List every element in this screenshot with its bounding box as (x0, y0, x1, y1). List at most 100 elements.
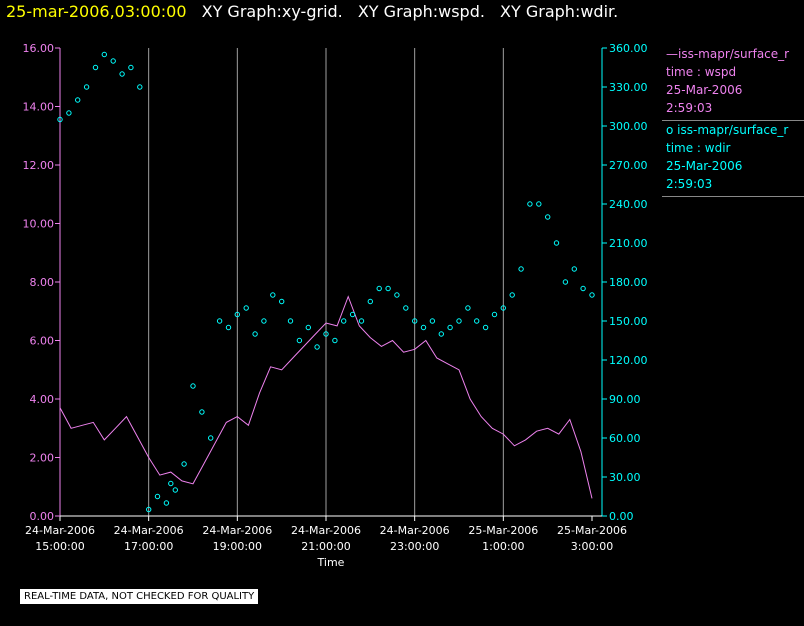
right-tick-label: 150.00 (609, 315, 648, 328)
legend-wdir-marker: o (666, 123, 674, 137)
wdir-point (456, 318, 462, 324)
legend-wspd-date: 25-Mar-2006 (666, 83, 743, 97)
wdir-point (323, 331, 329, 337)
wdir-point (199, 409, 205, 415)
x-tick-label-date: 24-Mar-2006 (25, 524, 95, 537)
wdir-point (527, 201, 533, 207)
wdir-point (482, 324, 489, 331)
wdir-point (562, 279, 569, 285)
wdir-point (101, 51, 108, 58)
x-tick-label-time: 19:00:00 (213, 540, 262, 553)
wspd-line (59, 295, 593, 499)
left-tick-label: 12.00 (23, 159, 55, 172)
left-tick-label: 8.00 (30, 276, 55, 289)
wdir-point (580, 285, 586, 292)
wdir-point (376, 285, 382, 292)
legend-entry-wspd: —iss-mapr/surface_r time : wspd 25-Mar-2… (662, 45, 804, 121)
wdir-point (154, 493, 161, 500)
wdir-point (500, 305, 506, 311)
wdir-point (509, 292, 515, 298)
legend-wspd-marker: — (666, 47, 678, 61)
wdir-point (57, 116, 63, 123)
x-tick-label-date: 24-Mar-2006 (114, 524, 184, 537)
wdir-point (66, 110, 72, 116)
right-tick-label: 0.00 (609, 510, 634, 523)
wdir-point (75, 97, 81, 103)
wdir-point (545, 214, 551, 220)
wdir-point (208, 435, 214, 441)
vertical-grid (148, 48, 504, 516)
wdir-point (394, 292, 400, 298)
wspd-series (59, 295, 593, 499)
x-tick-label-date: 24-Mar-2006 (291, 524, 361, 537)
wdir-point (412, 318, 418, 324)
wdir-point (305, 324, 311, 331)
right-tick-label: 360.00 (609, 42, 648, 55)
wdir-point (571, 266, 577, 272)
title-graph-1: XY Graph:xy-grid. (201, 2, 343, 21)
right-tick-label: 90.00 (609, 393, 641, 406)
wdir-point (225, 324, 232, 331)
left-tick-label: 16.00 (23, 42, 55, 55)
wdir-point (589, 292, 595, 298)
wdir-point (146, 506, 152, 513)
left-tick-label: 10.00 (23, 218, 55, 231)
x-tick-label-date: 25-Mar-2006 (557, 524, 627, 537)
wdir-point (429, 318, 436, 324)
title-timestamp: 25-mar-2006,03:00:00 (6, 2, 187, 21)
wdir-point (341, 318, 347, 324)
wdir-point (349, 311, 356, 318)
legend-entry-wdir: o iss-mapr/surface_r time : wdir 25-Mar-… (662, 121, 804, 197)
wdir-point (168, 480, 174, 487)
wdir-point (447, 324, 453, 331)
legend-wdir-date: 25-Mar-2006 (666, 159, 743, 173)
legend: —iss-mapr/surface_r time : wspd 25-Mar-2… (662, 45, 804, 197)
wdir-point (128, 64, 134, 71)
wdir-point (385, 285, 391, 292)
wdir-point (92, 64, 99, 71)
legend-wspd-name: —iss-mapr/surface_r (666, 47, 790, 61)
wdir-series (57, 51, 595, 513)
legend-wspd-label: time : wspd (666, 65, 737, 79)
x-tick-label-time: 21:00:00 (301, 540, 350, 553)
wdir-point (243, 305, 249, 311)
wdir-point (403, 305, 409, 311)
wdir-point (518, 266, 524, 272)
right-tick-label: 210.00 (609, 237, 648, 250)
wdir-point (279, 298, 285, 305)
right-tick-label: 180.00 (609, 276, 648, 289)
legend-wdir-label: time : wdir (666, 141, 731, 155)
right-tick-label: 300.00 (609, 120, 648, 133)
wdir-point (491, 311, 498, 318)
x-axis-label: Time (317, 556, 345, 569)
wdir-point (287, 318, 294, 324)
wdir-point (474, 318, 480, 324)
right-tick-label: 120.00 (609, 354, 648, 367)
wdir-point (465, 305, 471, 311)
left-tick-label: 0.00 (30, 510, 55, 523)
title-graph-2: XY Graph:wspd. (357, 2, 485, 21)
wdir-point (420, 324, 427, 331)
wdir-point (358, 318, 365, 324)
wdir-point (553, 240, 560, 246)
right-tick-label: 240.00 (609, 198, 648, 211)
x-tick-label-date: 24-Mar-2006 (202, 524, 272, 537)
wdir-point (216, 318, 223, 324)
wdir-point (234, 311, 241, 318)
wdir-point (83, 84, 90, 90)
wdir-point (172, 487, 179, 493)
left-tick-label: 4.00 (30, 393, 55, 406)
legend-wspd-time: 2:59:03 (666, 101, 713, 115)
wdir-point (181, 461, 187, 467)
left-tick-label: 6.00 (30, 335, 55, 348)
wdir-point (261, 318, 267, 324)
wdir-point (296, 337, 303, 344)
wdir-point (367, 298, 373, 305)
title-graph-3: XY Graph:wdir. (500, 2, 619, 21)
legend-wdir-name: o iss-mapr/surface_r (666, 123, 789, 137)
x-tick-label-time: 1:00:00 (482, 540, 524, 553)
left-tick-label: 14.00 (23, 101, 55, 114)
x-tick-label-time: 23:00:00 (390, 540, 439, 553)
chart-title: 25-mar-2006,03:00:00 XY Graph:xy-grid. X… (6, 1, 618, 23)
